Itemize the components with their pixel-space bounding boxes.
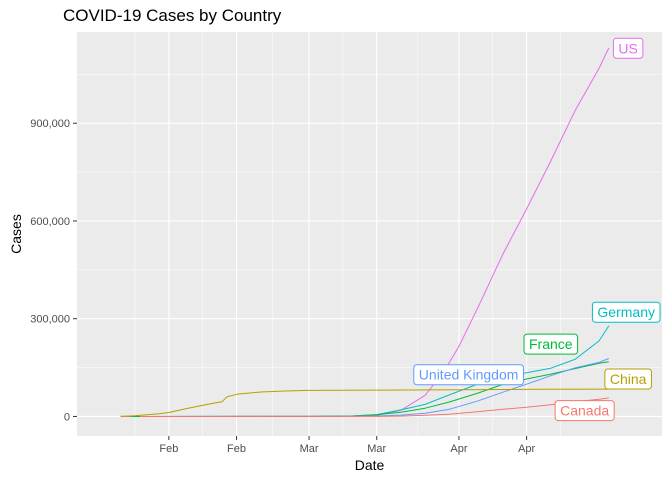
series-label-text: Canada [560,403,609,419]
series-label-box [413,364,524,386]
series-label-us: US [612,37,644,59]
series-label-text: France [529,336,573,352]
series-line-china [120,388,609,417]
series-label-box [554,400,615,422]
y-tick-label: 0 [64,411,70,423]
series-label-text: China [610,371,647,387]
series-label-text: Germany [597,304,655,320]
series-label-box [604,368,652,390]
series-label-box [523,333,579,355]
series-label-germany: Germany [591,301,661,323]
x-tick-label: Mar [367,443,386,455]
x-axis-label: Date [355,457,385,473]
x-tick-label: Mar [300,443,319,455]
x-tick-label: Apr [450,443,467,455]
series-label-box [591,301,661,323]
y-axis-label: Cases [8,214,24,254]
series-lines [120,47,610,417]
plot-panel [77,32,662,436]
series-label-text: United Kingdom [419,367,519,383]
x-tick-label: Feb [159,443,178,455]
series-label-united-kingdom: United Kingdom [413,364,524,386]
y-tick-label: 300,000 [30,314,70,326]
x-tick-label: Apr [518,443,535,455]
y-axis: 0 300,000 600,000 900,000 [30,118,77,423]
x-axis: Feb Feb Mar Mar Apr Apr [159,436,536,455]
series-label-france: France [523,333,579,355]
series-label-canada: Canada [554,400,615,422]
chart-title: COVID-19 Cases by Country [63,6,282,25]
series-label-box [612,37,644,59]
series-label-text: US [618,40,637,56]
y-tick-label: 600,000 [30,216,70,228]
y-tick-label: 900,000 [30,118,70,130]
series-label-china: China [604,368,652,390]
minor-gridlines [77,32,662,436]
x-tick-label: Feb [227,443,246,455]
